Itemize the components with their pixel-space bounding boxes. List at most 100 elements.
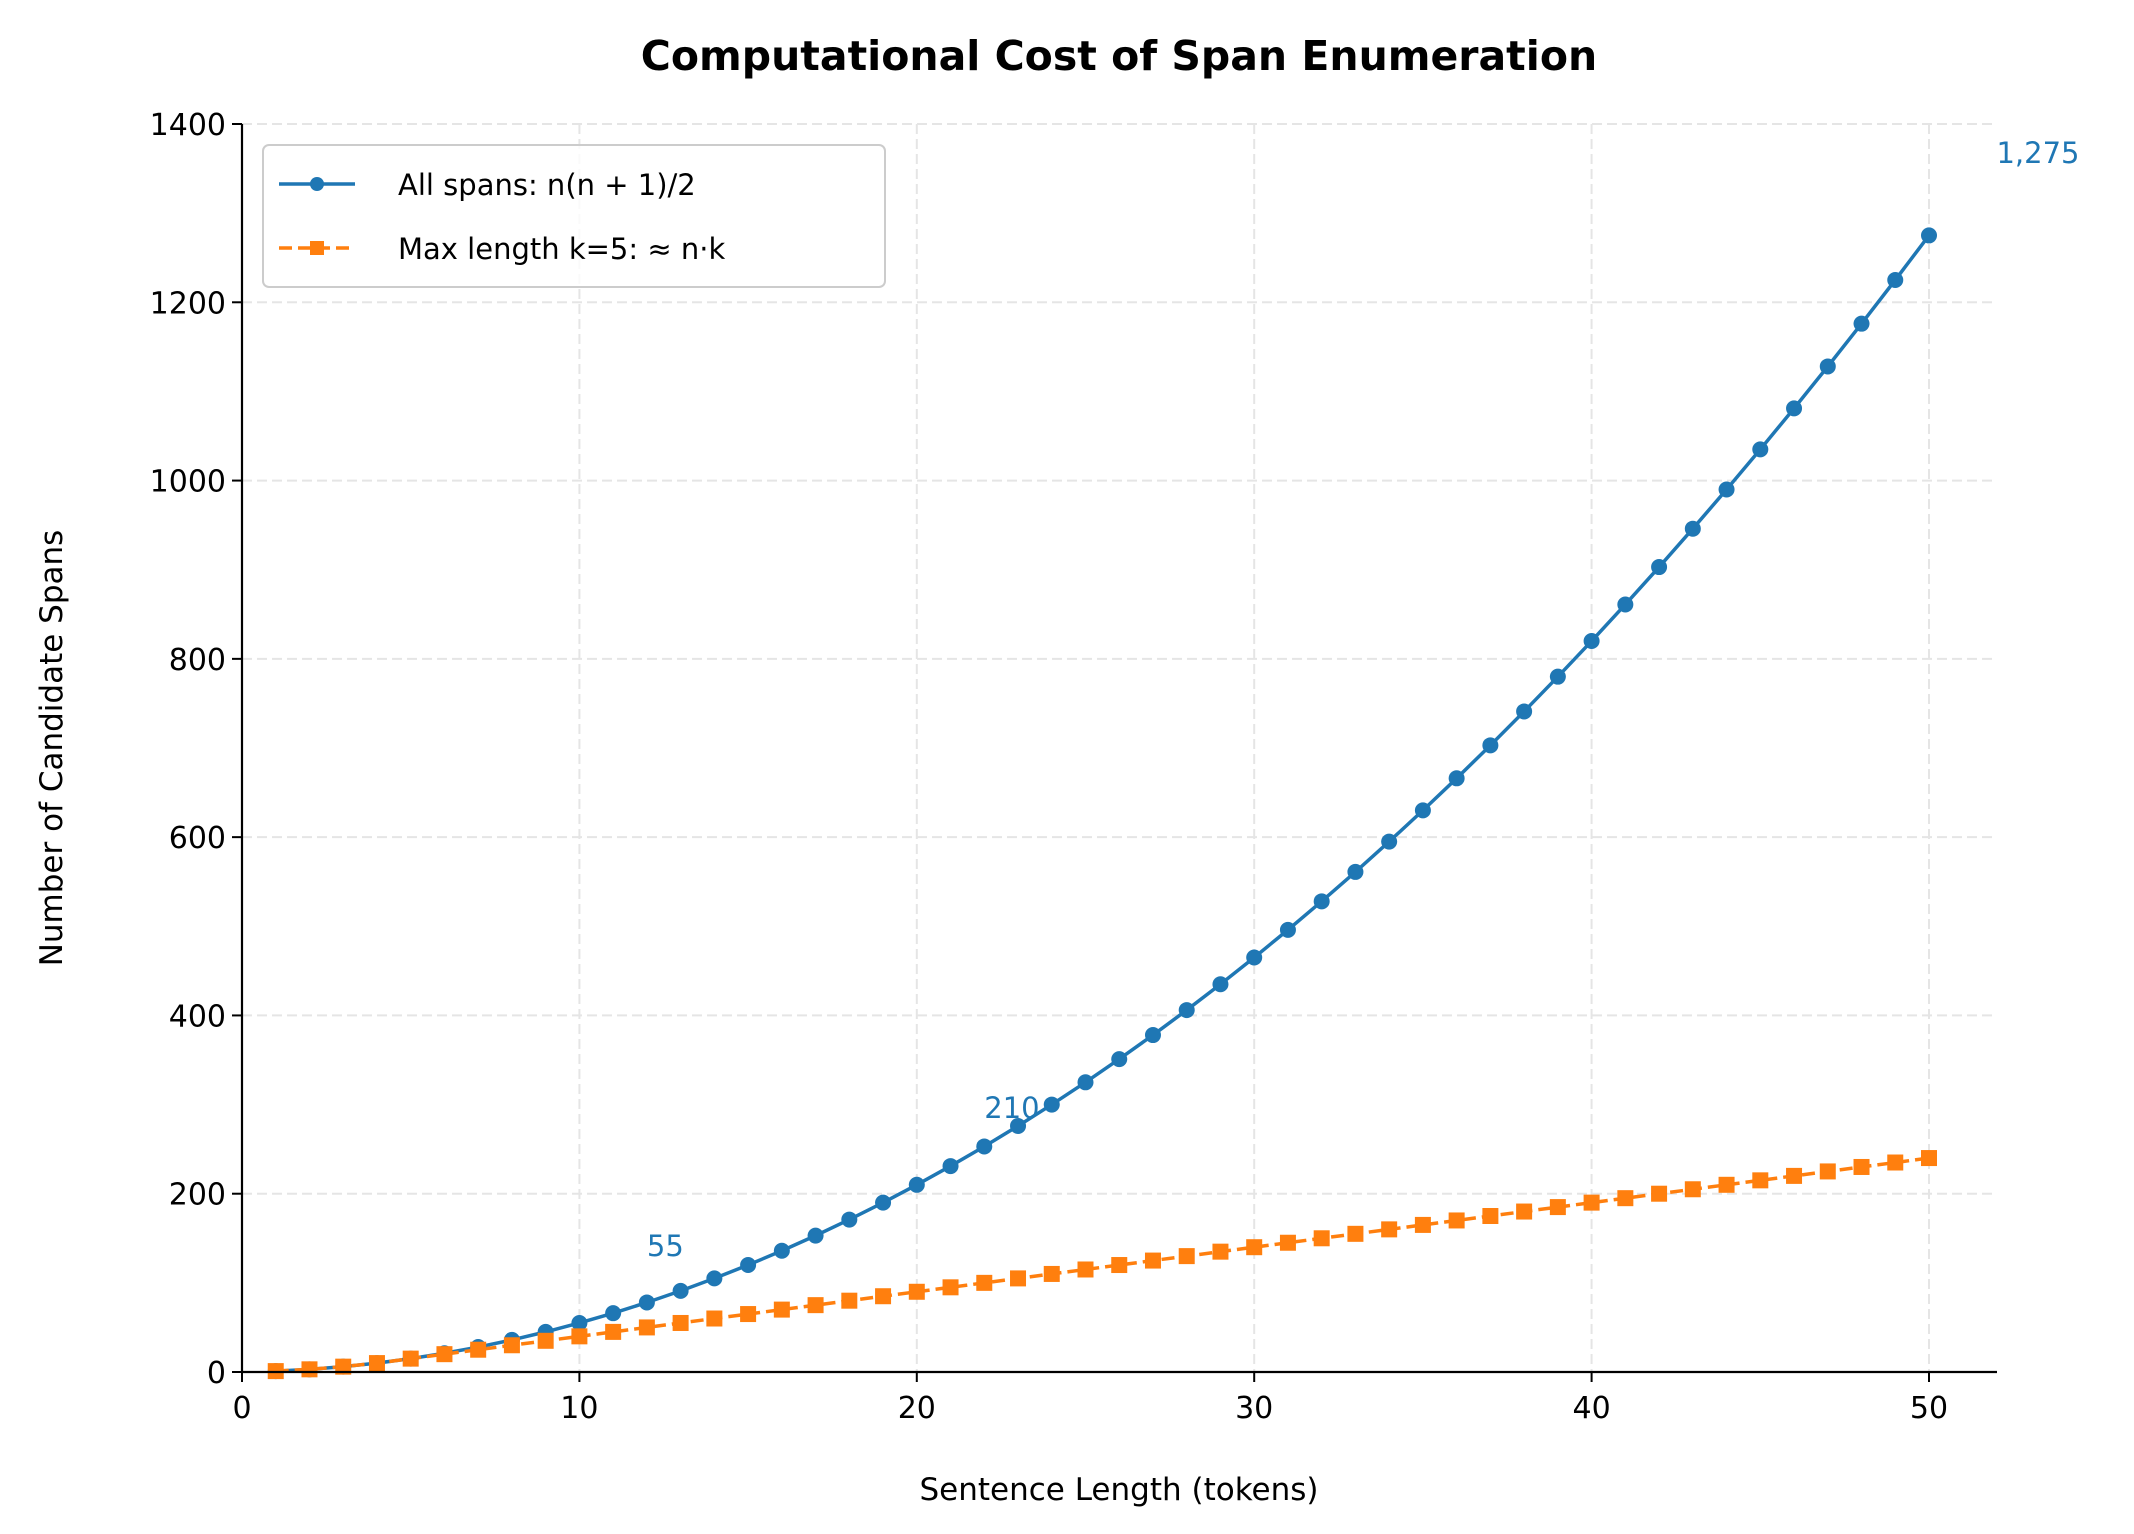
annotation-label: 55 xyxy=(647,1229,684,1263)
data-point xyxy=(1246,949,1263,966)
x-tick-label: 20 xyxy=(898,1391,936,1426)
axes: 0 10 20 30 40 50 0 200 400 600 800 1000 1200 1400 xyxy=(150,108,1997,1426)
data-point xyxy=(1279,1234,1296,1251)
legend-label-max-length: Max length k=5: ≈ n·k xyxy=(398,232,725,266)
data-point xyxy=(1549,668,1566,685)
data-point xyxy=(638,1294,655,1311)
data-point xyxy=(1583,633,1600,650)
data-point xyxy=(1516,703,1533,720)
data-point xyxy=(740,1257,757,1274)
x-tick-label: 0 xyxy=(232,1391,251,1426)
data-point xyxy=(740,1306,757,1323)
data-point xyxy=(605,1323,622,1340)
legend-marker-max-length xyxy=(310,241,324,255)
data-point xyxy=(1786,1167,1803,1184)
data-point xyxy=(1178,1002,1195,1019)
annotation-label: 210 xyxy=(984,1091,1039,1125)
data-point xyxy=(1617,596,1634,613)
series-line-1 xyxy=(275,1156,1930,1373)
data-point xyxy=(1752,441,1769,458)
data-point xyxy=(335,1358,352,1375)
data-point xyxy=(706,1310,723,1327)
legend-frame xyxy=(262,144,886,288)
data-point xyxy=(1482,737,1499,754)
x-axis-label: Sentence Length (tokens) xyxy=(919,1472,1318,1508)
y-tick-label: 800 xyxy=(169,643,226,678)
data-point xyxy=(402,1350,419,1367)
y-tick-label: 1000 xyxy=(150,465,226,500)
data-point xyxy=(841,1292,858,1309)
data-point xyxy=(1651,1185,1668,1202)
data-point xyxy=(875,1288,892,1305)
data-point xyxy=(301,1361,318,1378)
data-point xyxy=(1921,227,1937,244)
y-tick-label: 0 xyxy=(207,1356,226,1391)
data-point xyxy=(1144,1252,1161,1269)
data-point xyxy=(1887,1154,1904,1171)
data-point xyxy=(1583,1194,1600,1211)
data-point xyxy=(1414,802,1431,819)
data-point xyxy=(368,1355,385,1372)
y-tick-label: 1200 xyxy=(150,286,226,321)
data-point xyxy=(503,1337,520,1354)
data-point xyxy=(1246,1239,1263,1256)
y-axis-label: Number of Candidate Spans xyxy=(34,530,70,967)
data-point xyxy=(706,1270,723,1287)
data-point xyxy=(1111,1051,1128,1068)
data-point xyxy=(1853,315,1870,332)
data-point xyxy=(942,1158,959,1175)
data-point xyxy=(1077,1261,1094,1278)
data-point xyxy=(841,1211,858,1228)
data-point xyxy=(1212,976,1229,993)
data-point xyxy=(1684,520,1701,537)
data-point xyxy=(1921,1150,1937,1167)
data-point xyxy=(1144,1027,1161,1044)
data-point xyxy=(1414,1216,1431,1233)
legend: All spans: n(n + 1)/2 Max length k=5: ≈ … xyxy=(262,144,886,288)
data-point xyxy=(1043,1265,1060,1282)
annotations: 55 210 1,275 xyxy=(647,136,2080,1263)
data-point xyxy=(773,1301,790,1318)
data-point xyxy=(1617,1190,1634,1207)
data-point xyxy=(638,1319,655,1336)
series-layer xyxy=(267,227,1937,1380)
data-point xyxy=(908,1283,925,1300)
data-point xyxy=(1043,1096,1060,1113)
data-point xyxy=(1786,400,1803,417)
data-point xyxy=(1010,1117,1027,1134)
legend-marker-all-spans xyxy=(310,177,324,191)
data-point xyxy=(1516,1203,1533,1220)
data-point xyxy=(908,1176,925,1193)
data-point xyxy=(1313,893,1330,910)
data-point xyxy=(773,1242,790,1259)
y-tick-label: 200 xyxy=(169,1178,226,1213)
data-point xyxy=(807,1297,824,1314)
data-point xyxy=(672,1314,689,1331)
legend-label-all-spans: All spans: n(n + 1)/2 xyxy=(398,168,696,202)
data-point xyxy=(875,1194,892,1211)
data-point xyxy=(1381,1221,1398,1238)
data-point xyxy=(470,1341,487,1358)
data-point xyxy=(1752,1172,1769,1189)
data-point xyxy=(1448,770,1465,787)
data-point xyxy=(976,1274,993,1291)
data-point xyxy=(1718,1176,1735,1193)
data-point xyxy=(436,1346,453,1363)
y-tick-label: 1400 xyxy=(150,108,226,143)
x-tick-label: 30 xyxy=(1235,1391,1273,1426)
data-point xyxy=(1178,1248,1195,1265)
data-point xyxy=(571,1328,588,1345)
x-tick-label: 40 xyxy=(1573,1391,1611,1426)
data-point xyxy=(1448,1212,1465,1229)
data-point xyxy=(1313,1230,1330,1247)
x-tick-label: 10 xyxy=(560,1391,598,1426)
x-tick-label: 50 xyxy=(1910,1391,1948,1426)
data-point xyxy=(1887,272,1904,288)
data-point xyxy=(1381,833,1398,850)
y-tick-label: 400 xyxy=(169,999,226,1034)
series-line-0 xyxy=(275,234,1931,1373)
y-tick-label: 600 xyxy=(169,821,226,856)
data-point xyxy=(1347,1225,1364,1242)
chart-title: Computational Cost of Span Enumeration xyxy=(641,32,1597,80)
data-point xyxy=(1651,559,1668,576)
